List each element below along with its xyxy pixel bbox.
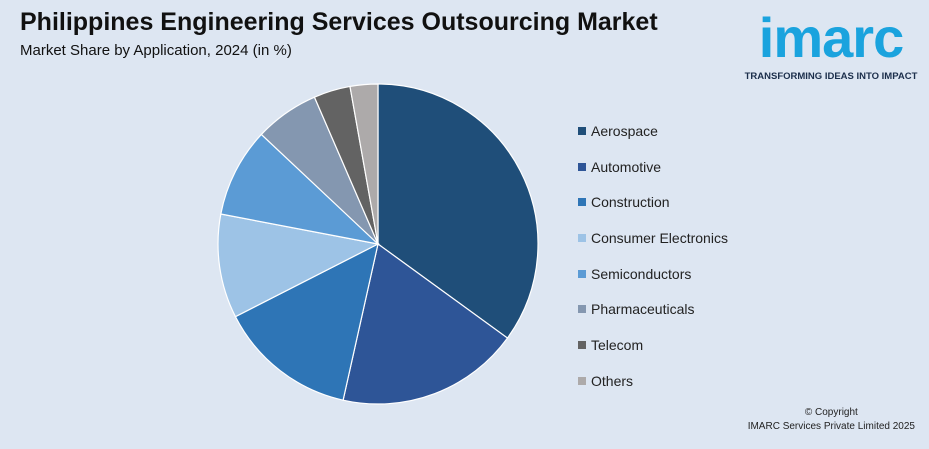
legend-label-consumer-electronics: Consumer Electronics bbox=[591, 229, 728, 246]
legend-label-construction: Construction bbox=[591, 194, 670, 211]
legend-item-semiconductors: Semiconductors bbox=[578, 256, 728, 292]
pie-slice-semiconductors bbox=[220, 133, 380, 245]
legend-swatch-telecom bbox=[578, 340, 586, 349]
legend-item-pharmaceuticals: Pharmaceuticals bbox=[578, 291, 728, 327]
legend-swatch-construction bbox=[578, 198, 586, 207]
legend-swatch-semiconductors bbox=[578, 269, 586, 278]
copyright-company: IMARC Services Private Limited 2025 bbox=[747, 421, 915, 432]
pie-slice-construction bbox=[234, 242, 379, 401]
legend-swatch-pharmaceuticals bbox=[578, 305, 586, 314]
legend-swatch-aerospace bbox=[578, 126, 586, 135]
legend-item-aerospace: Aerospace bbox=[578, 113, 728, 149]
legend-label-telecom: Telecom bbox=[591, 336, 644, 353]
legend-label-pharmaceuticals: Pharmaceuticals bbox=[591, 301, 695, 318]
pie-slice-consumer-electronics bbox=[217, 213, 380, 318]
legend-item-construction: Construction bbox=[578, 184, 728, 220]
legend-item-telecom: Telecom bbox=[578, 327, 728, 363]
legend-swatch-automotive bbox=[578, 162, 586, 171]
chart-legend: Aerospace Automotive Construction Consumer … bbox=[578, 113, 728, 399]
legend-label-aerospace: Aerospace bbox=[591, 122, 658, 139]
chart-subtitle: Market Share by Application, 2024 (in %) bbox=[20, 42, 292, 59]
legend-item-others: Others bbox=[578, 363, 728, 399]
logo-tagline: TRANSFORMING IDEAS INTO IMPACT bbox=[744, 71, 918, 82]
copyright-line: © Copyright bbox=[804, 407, 858, 418]
pie-slice-others bbox=[349, 83, 379, 245]
copyright-notice: © Copyright IMARC Services Private Limit… bbox=[748, 406, 915, 434]
legend-swatch-consumer-electronics bbox=[578, 233, 586, 242]
legend-item-automotive: Automotive bbox=[578, 149, 728, 185]
legend-label-semiconductors: Semiconductors bbox=[591, 265, 692, 282]
pie-chart bbox=[217, 83, 539, 405]
logo-wordmark: imarc bbox=[758, 6, 904, 69]
legend-swatch-others bbox=[578, 376, 586, 385]
legend-label-automotive: Automotive bbox=[591, 158, 662, 175]
pie-slice-aerospace bbox=[377, 83, 539, 339]
legend-label-others: Others bbox=[591, 372, 634, 389]
imarc-logo: imarc TRANSFORMING IDEAS INTO IMPACT bbox=[740, 6, 922, 86]
pie-slice-automotive bbox=[342, 242, 509, 405]
legend-item-consumer-electronics: Consumer Electronics bbox=[578, 220, 728, 256]
chart-title: Philippines Engineering Services Outsour… bbox=[20, 8, 658, 36]
